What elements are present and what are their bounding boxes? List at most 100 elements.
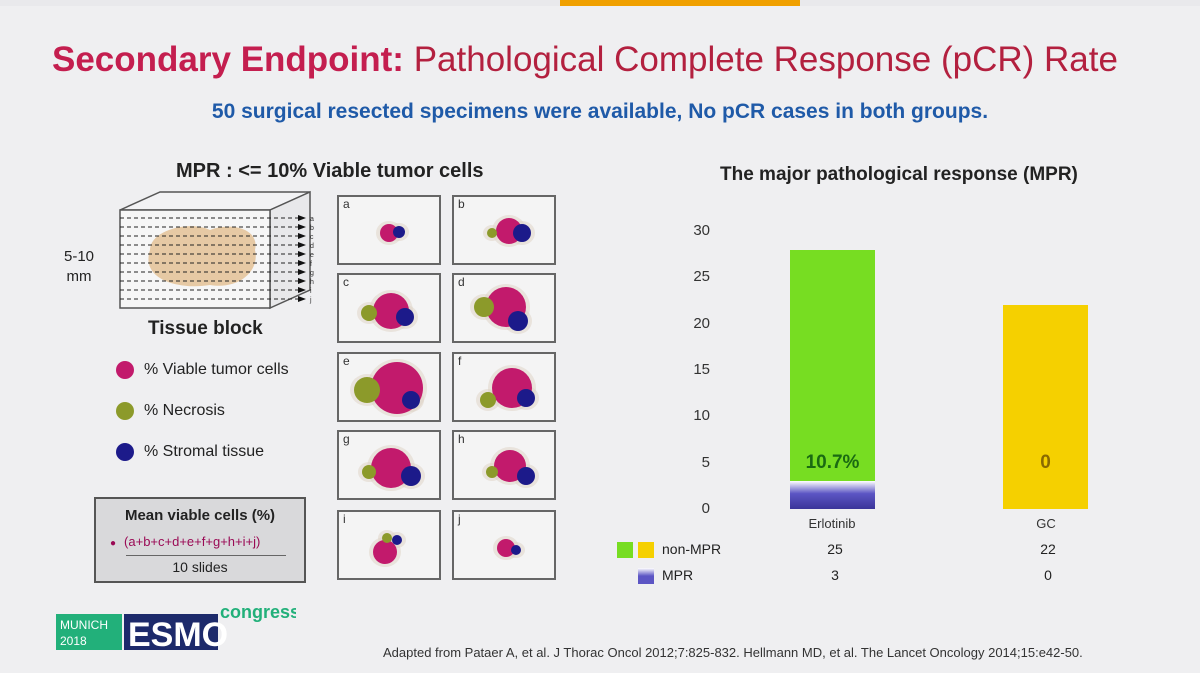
slide-subtitle: 50 surgical resected specimens were avai… <box>211 100 989 123</box>
y-tick-label: 20 <box>693 314 710 332</box>
slice-arrow-icon <box>298 233 306 239</box>
panel-letter: e <box>343 354 350 368</box>
specimen-panel: j <box>452 510 556 580</box>
top-bar <box>0 0 1200 6</box>
slice-letter: c <box>310 234 314 241</box>
title-emphasis: Secondary Endpoint: <box>52 40 404 79</box>
panel-letter: b <box>458 197 465 211</box>
footnote: Adapted from Pataer A, et al. J Thorac O… <box>383 645 1083 660</box>
specimen-panel: i <box>337 510 441 580</box>
tissue-circle <box>480 392 496 408</box>
bar-data-label: 0 <box>1040 452 1051 473</box>
tissue-circle <box>354 377 380 403</box>
specimen-drawing <box>357 290 418 332</box>
tissue-circle <box>517 389 535 407</box>
fraction-line <box>126 555 286 556</box>
tissue-circle <box>487 228 497 238</box>
slice-letter: j <box>309 297 312 304</box>
specimen-panel: a <box>337 195 441 265</box>
panel-letter: i <box>343 512 346 526</box>
logo-city: MUNICH <box>60 618 108 632</box>
logo-brand: ESMO <box>128 616 228 652</box>
specimen-panel: f <box>452 352 556 422</box>
specimen-drawing <box>369 530 406 567</box>
tissue-circle <box>511 545 521 555</box>
x-category-label: GC <box>1036 516 1056 531</box>
slice-arrow-icon <box>298 242 306 248</box>
tissue-circle <box>392 535 402 545</box>
tissue-circle <box>371 448 411 488</box>
y-tick-label: 5 <box>701 453 710 471</box>
tissue-circle <box>401 466 421 486</box>
specimen-panel: b <box>452 195 556 265</box>
panel-letter: g <box>343 432 350 446</box>
bar-mpr <box>790 481 875 509</box>
specimen-drawing <box>470 284 532 334</box>
mpr-definition: MPR : <= 10% Viable tumor cells <box>176 160 484 182</box>
panel-letter: j <box>458 512 461 526</box>
specimen-panel: d <box>452 273 556 343</box>
panel-letter: h <box>458 432 465 446</box>
slice-letter: a <box>310 216 314 223</box>
tissue-circle <box>373 540 397 564</box>
table-value: 22 <box>1040 541 1056 557</box>
panel-letter: d <box>458 275 465 289</box>
y-tick-label: 0 <box>701 500 710 517</box>
mean-viable-heading: Mean viable cells (%) <box>124 507 276 524</box>
block-size-label: 5-10 mm <box>52 247 106 287</box>
specimen-panel: e <box>337 352 441 422</box>
mean-viable-box: Mean viable cells (%) ● (a+b+c+d+e+f+g+h+… <box>94 497 306 583</box>
specimen-drawing <box>376 221 409 245</box>
specimen-drawing <box>493 536 525 560</box>
slice-arrow-icon <box>298 215 306 221</box>
y-tick-label: 10 <box>693 407 710 425</box>
block-size-line2: mm <box>66 268 92 285</box>
slice-arrow-icon <box>298 269 306 275</box>
slice-arrow-icon <box>298 251 306 257</box>
specimen-panel: c <box>337 273 441 343</box>
legend-viable-label: % Viable tumor cells <box>144 361 289 378</box>
panel-letter: c <box>343 275 349 289</box>
tissue-circle <box>380 224 398 242</box>
top-accent <box>560 0 800 6</box>
esmo-congress-logo: MUNICH 2018 ESMO congress <box>56 602 296 652</box>
bar-non-mpr <box>1003 305 1088 509</box>
legend-necrosis-label: % Necrosis <box>144 402 225 419</box>
tissue-circle <box>486 466 498 478</box>
panel-letter: a <box>343 197 350 211</box>
slide-title: Secondary Endpoint: Pathological Complet… <box>52 40 1162 80</box>
block-size-line1: 5-10 <box>63 248 95 265</box>
logo-year: 2018 <box>60 634 87 648</box>
tissue-circle <box>361 305 377 321</box>
formula-text: (a+b+c+d+e+f+g+h+i+j) <box>124 534 261 549</box>
legend-stromal-label: % Stromal tissue <box>144 443 265 460</box>
specimen-drawing <box>482 447 539 488</box>
mean-viable-formula: ● (a+b+c+d+e+f+g+h+i+j) <box>110 534 261 549</box>
slice-arrow-icon <box>298 296 306 302</box>
tissue-circle <box>396 308 414 326</box>
legend-series-name: MPR <box>662 567 694 583</box>
legend-swatch <box>638 542 654 558</box>
slice-letter: i <box>310 288 312 295</box>
slice-letter: f <box>310 261 312 268</box>
slice-letter: e <box>310 252 314 259</box>
tissue-circle <box>382 533 392 543</box>
slice-arrow-icon <box>298 260 306 266</box>
tissue-circle <box>362 465 376 479</box>
mean-viable-denominator: 10 slides <box>172 559 228 575</box>
tissue-circle <box>513 224 531 242</box>
slice-letter: g <box>310 270 314 277</box>
specimen-panel: h <box>452 430 556 500</box>
slice-arrow-icon <box>298 278 306 284</box>
specimen-drawing <box>350 359 427 417</box>
legend-series-name: non-MPR <box>662 541 722 557</box>
legend-swatch <box>638 568 654 584</box>
logo-word: congress <box>220 602 296 622</box>
specimen-drawing <box>476 365 539 411</box>
slice-letter: h <box>310 279 314 286</box>
viable-dot-icon <box>116 361 134 379</box>
chart-title: The major pathological response (MPR) <box>720 164 1078 185</box>
tissue-circle <box>474 297 494 317</box>
tissue-circle <box>393 226 405 238</box>
